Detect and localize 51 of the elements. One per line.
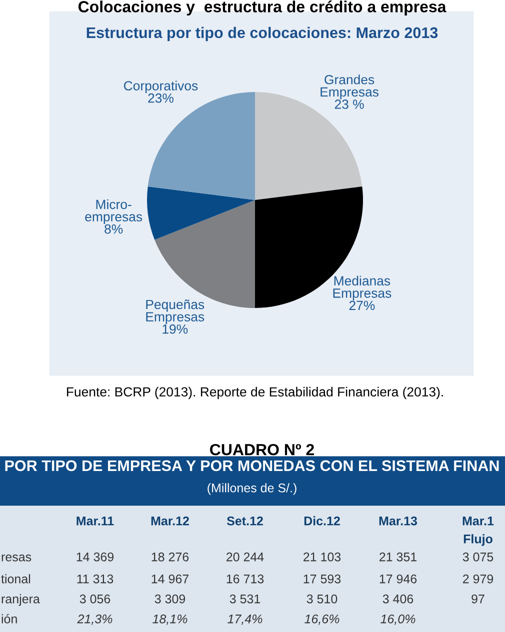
slice-label: Grandes Empresas bbox=[320, 74, 378, 100]
data-label: 23 % bbox=[334, 100, 364, 109]
text: (Millones de S/.) bbox=[208, 483, 296, 495]
category-label: resas bbox=[2, 554, 32, 562]
text: 17,4% bbox=[228, 614, 262, 625]
category-label: ión bbox=[2, 614, 17, 624]
text: 21,3% bbox=[77, 614, 112, 625]
chart-subtitle: Estructura por tipo de colocaciones: Marzo 2013 bbox=[86, 26, 438, 42]
pie-slice bbox=[148, 92, 255, 200]
text: 17 946 bbox=[380, 574, 417, 584]
text: 16 713 bbox=[226, 574, 264, 584]
category-label: Dic.12 bbox=[304, 516, 340, 526]
text: 18 276 bbox=[152, 552, 189, 562]
text: 21 103 bbox=[304, 552, 341, 562]
source-note: Fuente: BCRP (2013). Reporte de Estabilidad Financiera (2013). bbox=[66, 386, 443, 400]
slice-label: Medianas Empresas bbox=[333, 276, 392, 300]
text: 21 351 bbox=[380, 552, 417, 562]
text: 3 531 bbox=[230, 594, 260, 604]
text: 14 369 bbox=[76, 552, 114, 562]
text: 11 313 bbox=[77, 574, 114, 584]
chart-title: Colocaciones y estructura de crédito a empresa bbox=[78, 0, 446, 16]
category-label: Set.12 bbox=[226, 516, 263, 526]
text: 3 075 bbox=[462, 552, 494, 562]
text: 2 979 bbox=[462, 574, 494, 584]
text: 20 244 bbox=[226, 552, 264, 562]
text: 18,1% bbox=[152, 614, 188, 625]
text: 16,0% bbox=[380, 614, 416, 625]
slice-label: Pequeñas Empresas bbox=[146, 300, 204, 324]
category-label: Mar.11 bbox=[76, 516, 114, 526]
data-label: 27% bbox=[349, 300, 375, 310]
data-label: 8% bbox=[104, 224, 123, 234]
text: POR TIPO DE EMPRESA Y POR MONEDAS CON EL SISTEMA FINAN bbox=[5, 460, 499, 472]
text: 3 406 bbox=[382, 594, 414, 604]
data-label: 19% bbox=[162, 324, 188, 334]
text: 3 309 bbox=[154, 594, 186, 604]
category-label: tional bbox=[1, 574, 30, 584]
text: 14 967 bbox=[152, 574, 188, 584]
data-label: 23% bbox=[148, 93, 174, 103]
text: 17 593 bbox=[304, 574, 341, 584]
text: 3 510 bbox=[306, 594, 338, 604]
text: 97 bbox=[472, 594, 484, 604]
category-label: Mar.1 Flujo bbox=[462, 516, 494, 546]
category-label: Mar.12 bbox=[151, 516, 189, 526]
text: 3 056 bbox=[80, 594, 110, 604]
category-label: Mar.13 bbox=[379, 516, 418, 526]
category-label: ranjera bbox=[2, 594, 40, 606]
slice-label: Micro- empresas bbox=[85, 199, 142, 224]
slice-label: Corporativos bbox=[124, 80, 198, 94]
pie-slice bbox=[147, 186, 255, 240]
text: CUADRO Nº 2 bbox=[210, 444, 314, 456]
text: 16,6% bbox=[304, 614, 340, 625]
